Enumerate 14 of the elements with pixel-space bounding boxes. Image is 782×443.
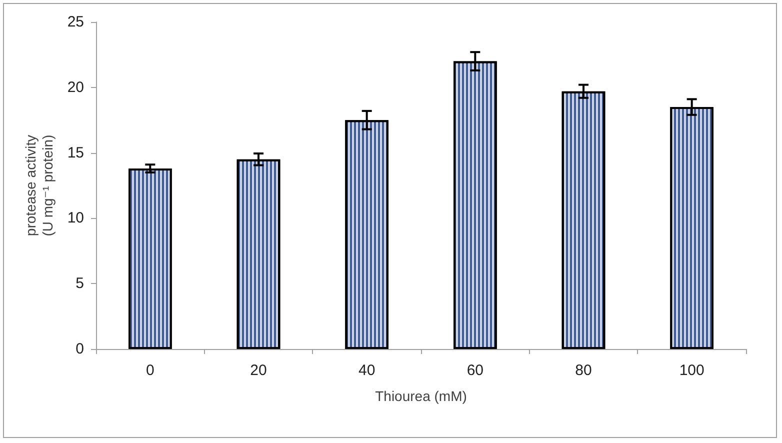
- y-tick-label: 0: [76, 340, 84, 358]
- x-tick-label: 0: [146, 362, 154, 379]
- y-tick-label: 20: [67, 78, 84, 96]
- y-tick-label: 5: [76, 275, 84, 292]
- y-axis-title: protease activity (U mg⁻¹ protein): [22, 134, 56, 236]
- y-tick-label: 25: [67, 14, 84, 30]
- y-tick-label: 15: [67, 144, 84, 162]
- x-tick-label: 60: [466, 362, 484, 379]
- x-tick-label: 100: [679, 362, 704, 379]
- y-tick-label: 10: [67, 210, 84, 227]
- x-tick-label: 80: [575, 362, 592, 379]
- x-tick-label: 20: [250, 362, 267, 379]
- x-axis-title: Thiourea (mM): [375, 388, 467, 404]
- x-tick-label: 40: [358, 362, 376, 379]
